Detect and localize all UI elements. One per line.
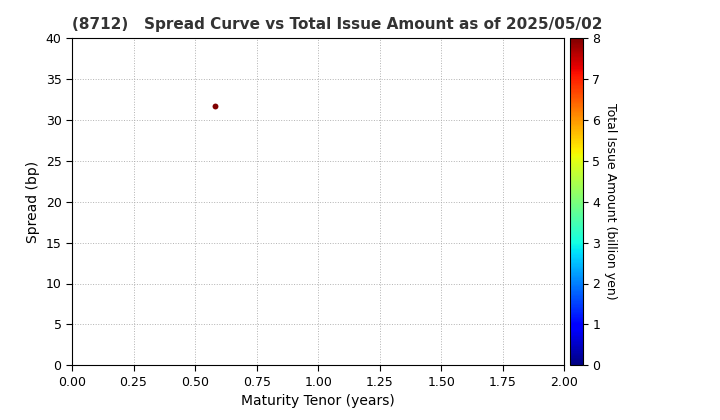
Text: (8712)   Spread Curve vs Total Issue Amount as of 2025/05/02: (8712) Spread Curve vs Total Issue Amoun…: [72, 18, 603, 32]
Point: [209, 102, 220, 109]
Y-axis label: Spread (bp): Spread (bp): [26, 160, 40, 243]
Y-axis label: Total Issue Amount (billion yen): Total Issue Amount (billion yen): [604, 103, 617, 300]
X-axis label: Maturity Tenor (years): Maturity Tenor (years): [241, 394, 395, 408]
